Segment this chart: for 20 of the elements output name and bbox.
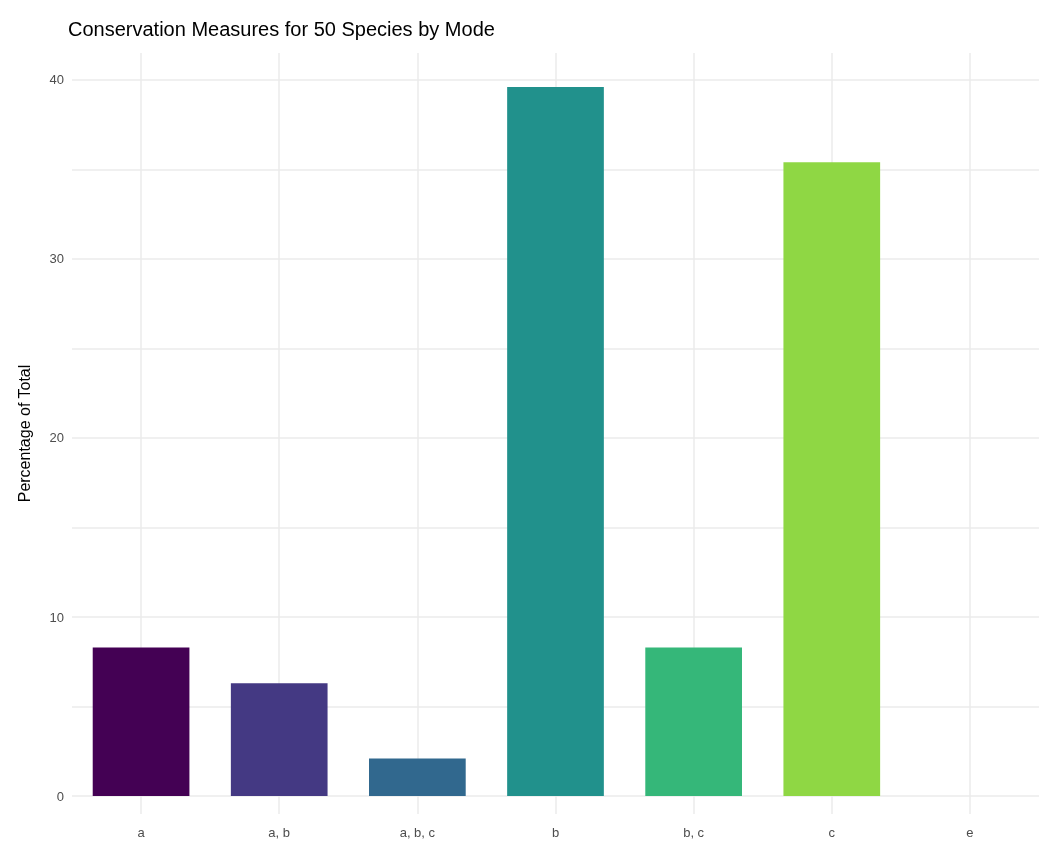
y-tick-label: 40 (49, 72, 64, 88)
y-tick-label: 0 (56, 788, 64, 804)
chart-title: Conservation Measures for 50 Species by Mode (68, 18, 495, 40)
x-tick-label: a (137, 825, 146, 840)
y-tick-label: 10 (49, 609, 64, 625)
bar (230, 683, 328, 797)
bar (783, 162, 881, 797)
y-tick-label: 30 (49, 251, 64, 267)
x-tick-label: a, b (268, 825, 291, 840)
x-tick-label: c (828, 825, 836, 840)
bar (92, 647, 190, 797)
bar (645, 647, 742, 797)
y-tick-label: 20 (49, 430, 64, 446)
bar (369, 758, 466, 797)
y-axis-title: Percentage of Total (15, 364, 33, 503)
x-tick-label: a, b, c (399, 825, 436, 840)
x-tick-label: b (551, 825, 560, 840)
x-tick-label: b, c (683, 825, 705, 840)
x-tick-label: e (966, 825, 974, 840)
bar (507, 87, 604, 797)
